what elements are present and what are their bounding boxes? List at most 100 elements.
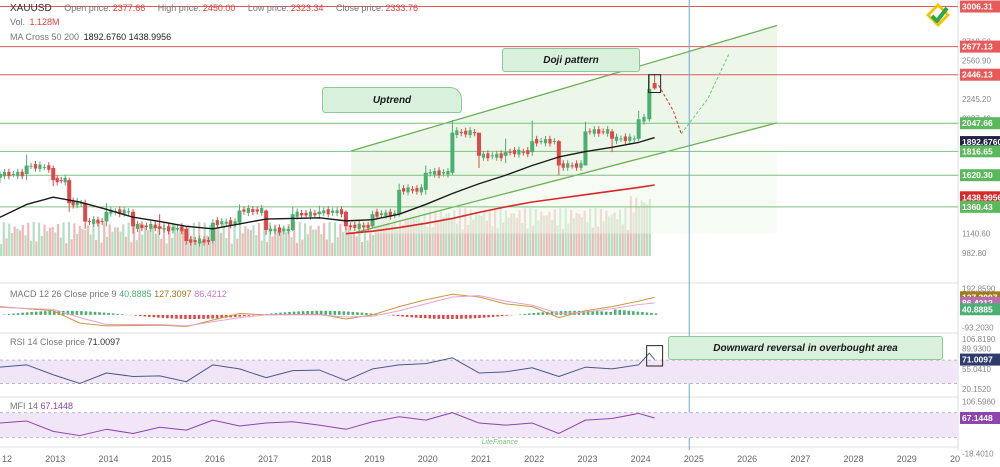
candle-body: [322, 210, 326, 214]
volume-bar: [344, 227, 347, 256]
macd-histogram-bar: [473, 314, 477, 319]
candle-body: [428, 172, 432, 174]
price-tag-bg: [960, 200, 1000, 213]
volume-bar: [293, 222, 296, 256]
candle-body: [299, 212, 304, 216]
volume-bar: [328, 222, 331, 256]
open-label: Open price:: [64, 3, 111, 13]
macd-histogram-bar: [197, 314, 201, 319]
rsi-line: [0, 352, 656, 384]
candle-body: [92, 219, 96, 224]
candle-body: [59, 179, 63, 181]
macd-histogram-bar: [143, 314, 147, 317]
reversal-text: Downward reversal in overbought area: [713, 342, 898, 354]
volume-bar: [260, 240, 263, 256]
candle-body: [42, 167, 46, 169]
candle-body: [144, 225, 148, 228]
macd-histogram-bar: [157, 314, 160, 318]
volume-bar: [35, 241, 38, 256]
volume-bar: [160, 238, 163, 256]
candle-body: [83, 203, 88, 222]
volume-bar: [141, 234, 144, 256]
macd-histogram-bar: [460, 314, 463, 319]
close-label: Close price:: [335, 3, 384, 13]
candle-body: [184, 228, 189, 241]
volume-bar: [19, 230, 22, 256]
candle-body: [357, 223, 361, 229]
price-tick-label: 1140.60: [962, 230, 991, 239]
macd-histogram-bar: [211, 314, 214, 319]
price-tag-label: 2446.13: [962, 70, 993, 80]
macd-histogram-bar: [71, 310, 74, 315]
candle-body: [251, 209, 255, 212]
x-tick-label: 2022: [524, 454, 544, 464]
volume-bar: [133, 222, 136, 256]
candle-body: [348, 225, 352, 228]
macd-histogram-bar: [632, 311, 635, 315]
price-tag-label: 1620.30: [962, 170, 993, 180]
candle-body: [215, 220, 219, 226]
rsi-tick-label: 20.1520: [962, 385, 991, 394]
volume-bar: [76, 233, 79, 256]
price-tag-bg: [960, 68, 1000, 81]
volume-bar: [16, 228, 19, 256]
candle-body: [632, 138, 636, 140]
candle-body: [343, 211, 348, 227]
volume-bar: [621, 224, 624, 256]
volume-bar: [29, 240, 33, 256]
volume-bar: [409, 212, 413, 256]
macd-histogram-bar: [650, 312, 653, 315]
candle-body: [397, 189, 402, 215]
candle-body: [326, 209, 330, 215]
macd-histogram-bar: [39, 311, 43, 315]
candle-body: [592, 129, 596, 134]
candle-body: [628, 136, 632, 141]
volume-bar: [616, 219, 619, 256]
volume-bar: [366, 240, 369, 256]
volume-bar: [67, 222, 71, 256]
x-tick-label: 2026: [737, 454, 757, 464]
volume-bar: [371, 234, 375, 256]
candle-body: [437, 170, 441, 176]
volume-bar: [108, 224, 111, 256]
macd-histogram-bar: [75, 310, 79, 315]
volume-bar: [477, 215, 480, 256]
volume-bar: [591, 227, 594, 256]
macd-tick-label: -93.2030: [962, 324, 994, 333]
volume-bar: [81, 229, 84, 256]
volume-bar: [572, 218, 575, 256]
x-tick-label: 12: [2, 454, 12, 464]
macd-histogram-bar: [170, 314, 174, 319]
candle-body: [193, 240, 197, 242]
candle-body: [33, 164, 38, 169]
macd-histogram-bar: [437, 314, 441, 319]
candle-body: [512, 150, 517, 155]
volume-bar: [249, 230, 252, 256]
volume-bar: [377, 216, 380, 256]
volume-bar: [51, 226, 54, 256]
macd-tag-label: 86.4212: [962, 298, 993, 308]
volume-bar: [32, 222, 35, 256]
macd-histogram-bar: [279, 312, 282, 315]
volume-bar: [526, 228, 529, 256]
volume-bar: [184, 230, 187, 256]
volume-bar: [119, 231, 122, 256]
volume-bar: [426, 227, 429, 256]
volume-bar: [95, 239, 98, 256]
candle-body: [75, 201, 79, 206]
candle-body: [526, 150, 530, 155]
volume-bar: [415, 216, 418, 256]
volume-bar: [567, 223, 570, 256]
macd-histogram-bar: [21, 312, 24, 315]
macd-histogram-bar: [491, 314, 495, 317]
x-tick-label: 2024: [631, 454, 651, 464]
candle-body: [353, 224, 357, 228]
candle-body: [189, 239, 193, 243]
volume-bar: [442, 216, 445, 256]
candle-body: [379, 213, 384, 216]
symbol-label: XAUUSD: [10, 3, 52, 14]
macd-histogram-bar: [654, 313, 658, 315]
macd-histogram-bar: [102, 312, 106, 315]
